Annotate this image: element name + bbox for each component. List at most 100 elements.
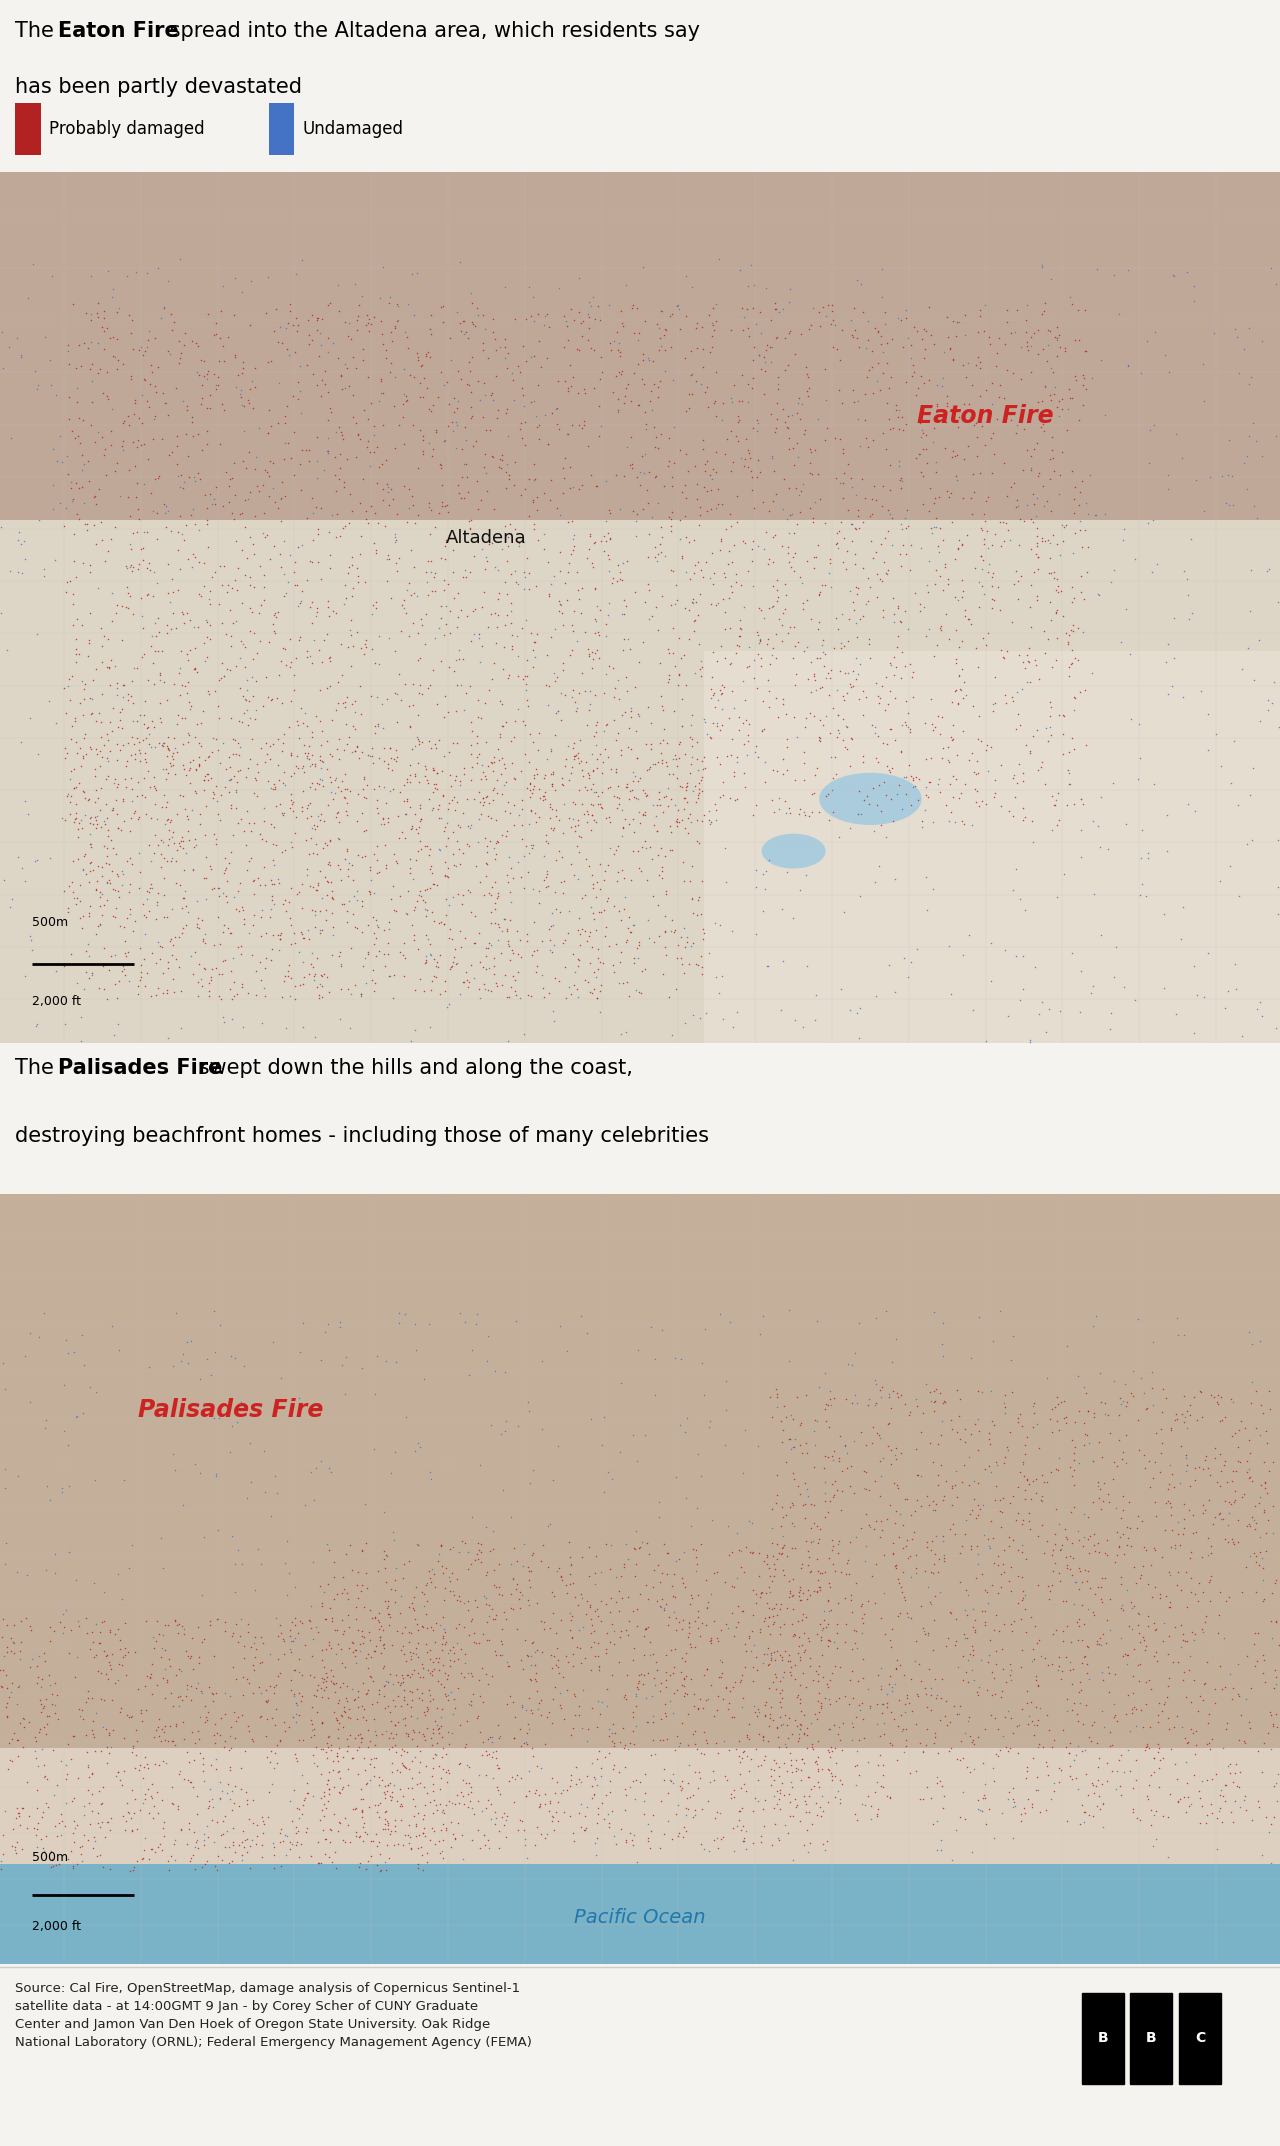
Point (508, 691, 529, 725)
Point (769, 1749, 790, 1783)
Point (804, 1573, 824, 1607)
Point (851, 1616, 872, 1650)
Point (315, 1837, 335, 1871)
Point (157, 738, 178, 773)
Point (297, 1775, 317, 1809)
Point (86, 871, 106, 906)
Point (110, 1622, 131, 1657)
Point (1236, 1682, 1257, 1717)
Point (243, 1805, 264, 1839)
Point (401, 532, 421, 567)
Point (884, 680, 905, 715)
Point (916, 1526, 937, 1560)
Point (804, 1451, 824, 1485)
Point (474, 785, 494, 820)
Point (402, 1682, 422, 1717)
Point (161, 938, 182, 972)
Point (284, 1620, 305, 1655)
Point (143, 835, 164, 869)
Point (872, 564, 892, 599)
Point (621, 732, 641, 766)
Point (489, 685, 509, 719)
Point (854, 1597, 874, 1631)
Point (1229, 1755, 1249, 1790)
Point (932, 1768, 952, 1803)
Point (563, 614, 584, 648)
Point (179, 685, 200, 719)
Point (586, 633, 607, 667)
Point (73, 899, 93, 934)
Point (829, 421, 850, 455)
Point (699, 794, 719, 828)
Point (1111, 1560, 1132, 1594)
Point (276, 1837, 297, 1871)
Point (929, 612, 950, 646)
Point (1023, 1388, 1043, 1423)
Point (758, 547, 778, 582)
Point (323, 738, 343, 773)
Point (868, 745, 888, 779)
Point (946, 1414, 966, 1449)
Point (1129, 1803, 1149, 1837)
Point (323, 781, 343, 815)
Point (762, 1511, 782, 1545)
Point (451, 914, 471, 949)
Point (56, 440, 77, 474)
Point (948, 659, 969, 693)
Point (467, 491, 488, 526)
Point (296, 1816, 316, 1850)
Point (68, 820, 88, 854)
Point (220, 788, 241, 822)
Point (765, 285, 786, 320)
Point (522, 938, 543, 972)
Point (1007, 1586, 1028, 1620)
Point (302, 719, 323, 753)
Point (356, 1526, 376, 1560)
Point (924, 1384, 945, 1419)
Point (717, 1393, 737, 1427)
Point (687, 305, 708, 339)
Point (572, 468, 593, 502)
Point (998, 1734, 1019, 1768)
Point (513, 871, 534, 906)
Point (936, 547, 956, 582)
Point (522, 650, 543, 685)
Point (58, 564, 78, 599)
Point (40, 1483, 60, 1517)
Point (959, 1468, 979, 1502)
Point (51, 1805, 72, 1839)
Point (998, 1519, 1019, 1554)
Point (951, 579, 972, 614)
Point (1011, 1506, 1032, 1541)
Point (403, 918, 424, 953)
Point (722, 384, 742, 418)
Point (716, 1363, 736, 1397)
Point (754, 532, 774, 567)
Point (708, 487, 728, 521)
Point (539, 1506, 559, 1541)
Point (45, 378, 65, 412)
Point (420, 517, 440, 552)
Point (777, 410, 797, 444)
Point (257, 1800, 278, 1835)
Point (1032, 1457, 1052, 1491)
Point (378, 805, 398, 839)
Point (865, 710, 886, 745)
Point (306, 461, 326, 496)
Point (123, 515, 143, 549)
Point (806, 642, 827, 676)
Point (630, 1577, 650, 1612)
Point (1181, 1713, 1202, 1747)
Point (477, 341, 498, 376)
Point (884, 1549, 905, 1584)
Point (488, 906, 508, 940)
Point (1059, 371, 1079, 406)
Point (563, 517, 584, 552)
Point (1105, 1697, 1125, 1732)
Point (564, 809, 585, 843)
Point (1185, 1464, 1206, 1498)
Point (180, 498, 201, 532)
Point (319, 1680, 339, 1715)
Point (891, 736, 911, 770)
Point (122, 1734, 142, 1768)
